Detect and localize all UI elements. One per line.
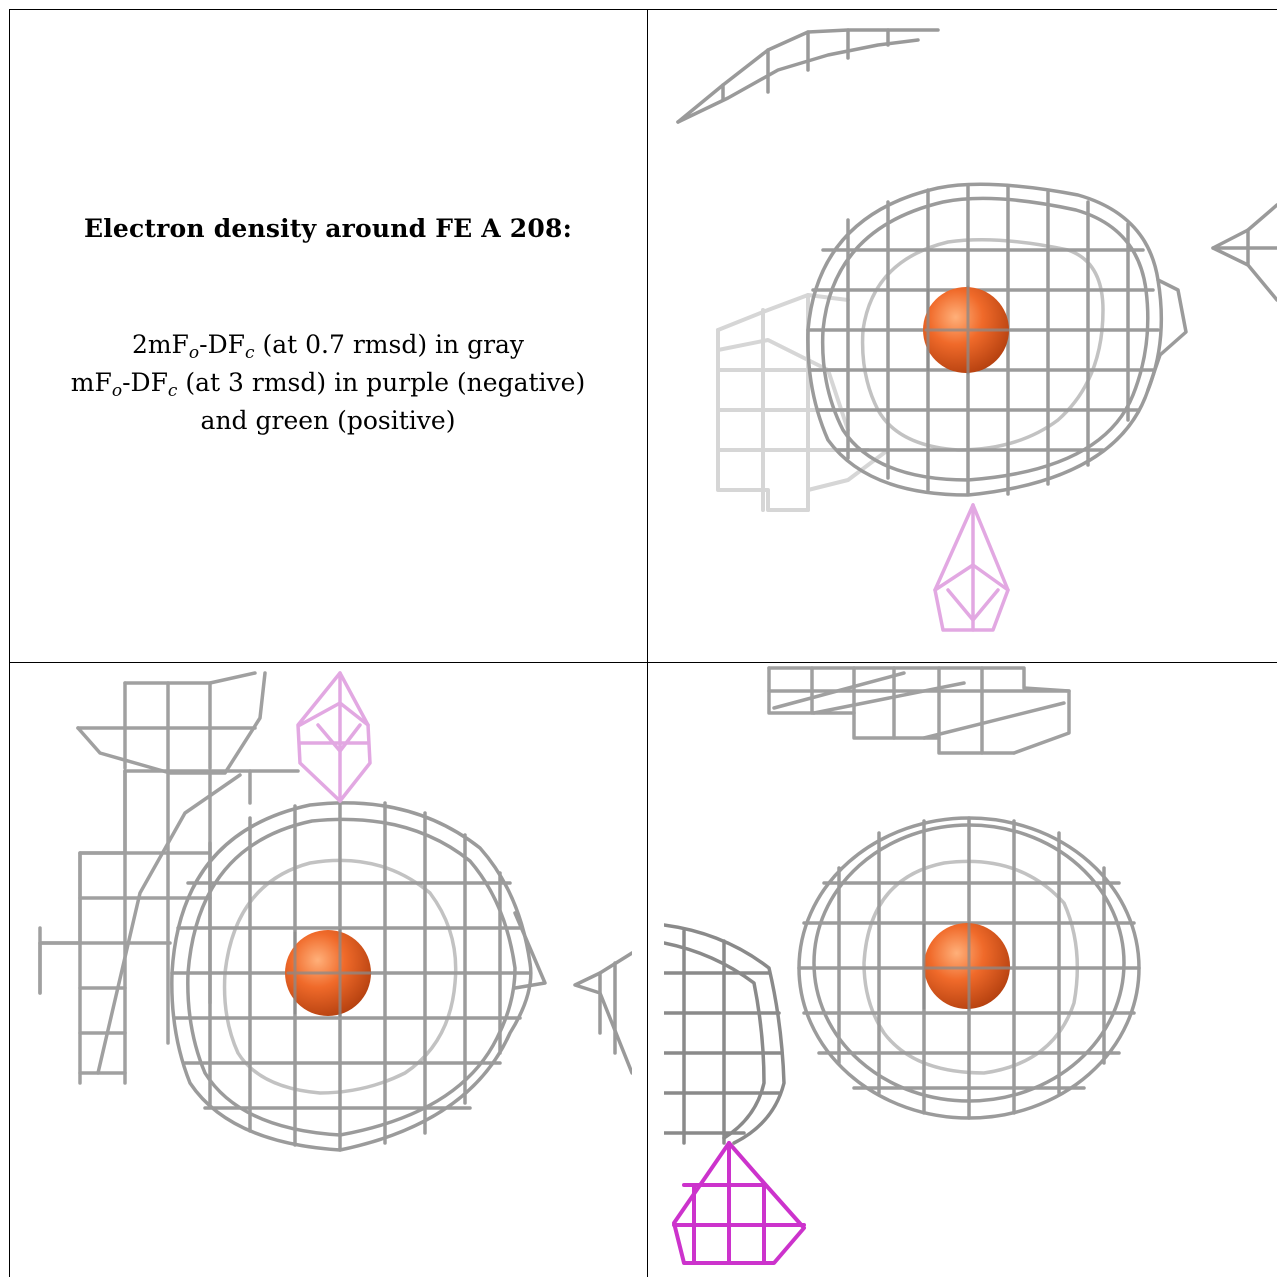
mesh-cage-front: [286, 928, 372, 1018]
caption-line-1: 2mFo-DFc (at 0.7 rmsd) in gray: [9, 330, 647, 363]
negative-density-blob: [672, 1141, 806, 1265]
density-view-top-right: [676, 28, 1277, 632]
grid-line-left: [9, 9, 10, 1277]
caption-line-2: mFo-DFc (at 3 rmsd) in purple (negative): [9, 368, 647, 401]
caption-title: Electron density around FE A 208:: [83, 214, 573, 243]
caption-line-1-tail: (at 0.7 rmsd) in gray: [254, 330, 525, 359]
rule-tick: [632, 662, 662, 663]
caption-line-1-sub-c: c: [245, 343, 255, 363]
mesh-fragment-top: [767, 666, 1071, 755]
caption-line-2-tail: (at 3 rmsd) in purple (negative): [177, 368, 586, 397]
density-view-bottom-right: [664, 666, 1141, 1265]
mesh-cage-front: [924, 285, 1010, 375]
mesh-cage-front: [922, 921, 1011, 1011]
mesh-fragment-left-cage: [664, 923, 786, 1145]
caption-line-1-sub-o: o: [188, 343, 200, 363]
negative-density-blob: [933, 503, 1010, 632]
caption-line-3: and green (positive): [200, 406, 456, 435]
caption-line-1-mid: -DF: [199, 330, 245, 359]
fe-atom-sphere: [924, 923, 1010, 1009]
negative-density-blob: [296, 671, 372, 803]
mesh-fragment-right-edge: [573, 951, 632, 1075]
caption-panel: Electron density around FE A 208: 2mFo-D…: [9, 10, 647, 662]
caption-line-2-mid: -DF: [122, 368, 168, 397]
caption-line-2-sub-c: c: [167, 381, 178, 401]
mesh-fragment-left: [38, 671, 300, 1085]
caption-line-2-sub-o: o: [111, 381, 123, 401]
grid-line-center-vertical: [647, 9, 648, 1277]
caption-line-2-main: mF: [70, 368, 112, 397]
mesh-cage-main: [170, 799, 547, 1152]
density-view-bottom-left: [38, 671, 632, 1152]
mesh-fragment-right-edge: [1211, 203, 1277, 302]
grid-line-top: [9, 9, 1277, 10]
caption-line-1-main: 2mF: [131, 330, 189, 359]
mesh-fragment-top: [676, 28, 940, 124]
